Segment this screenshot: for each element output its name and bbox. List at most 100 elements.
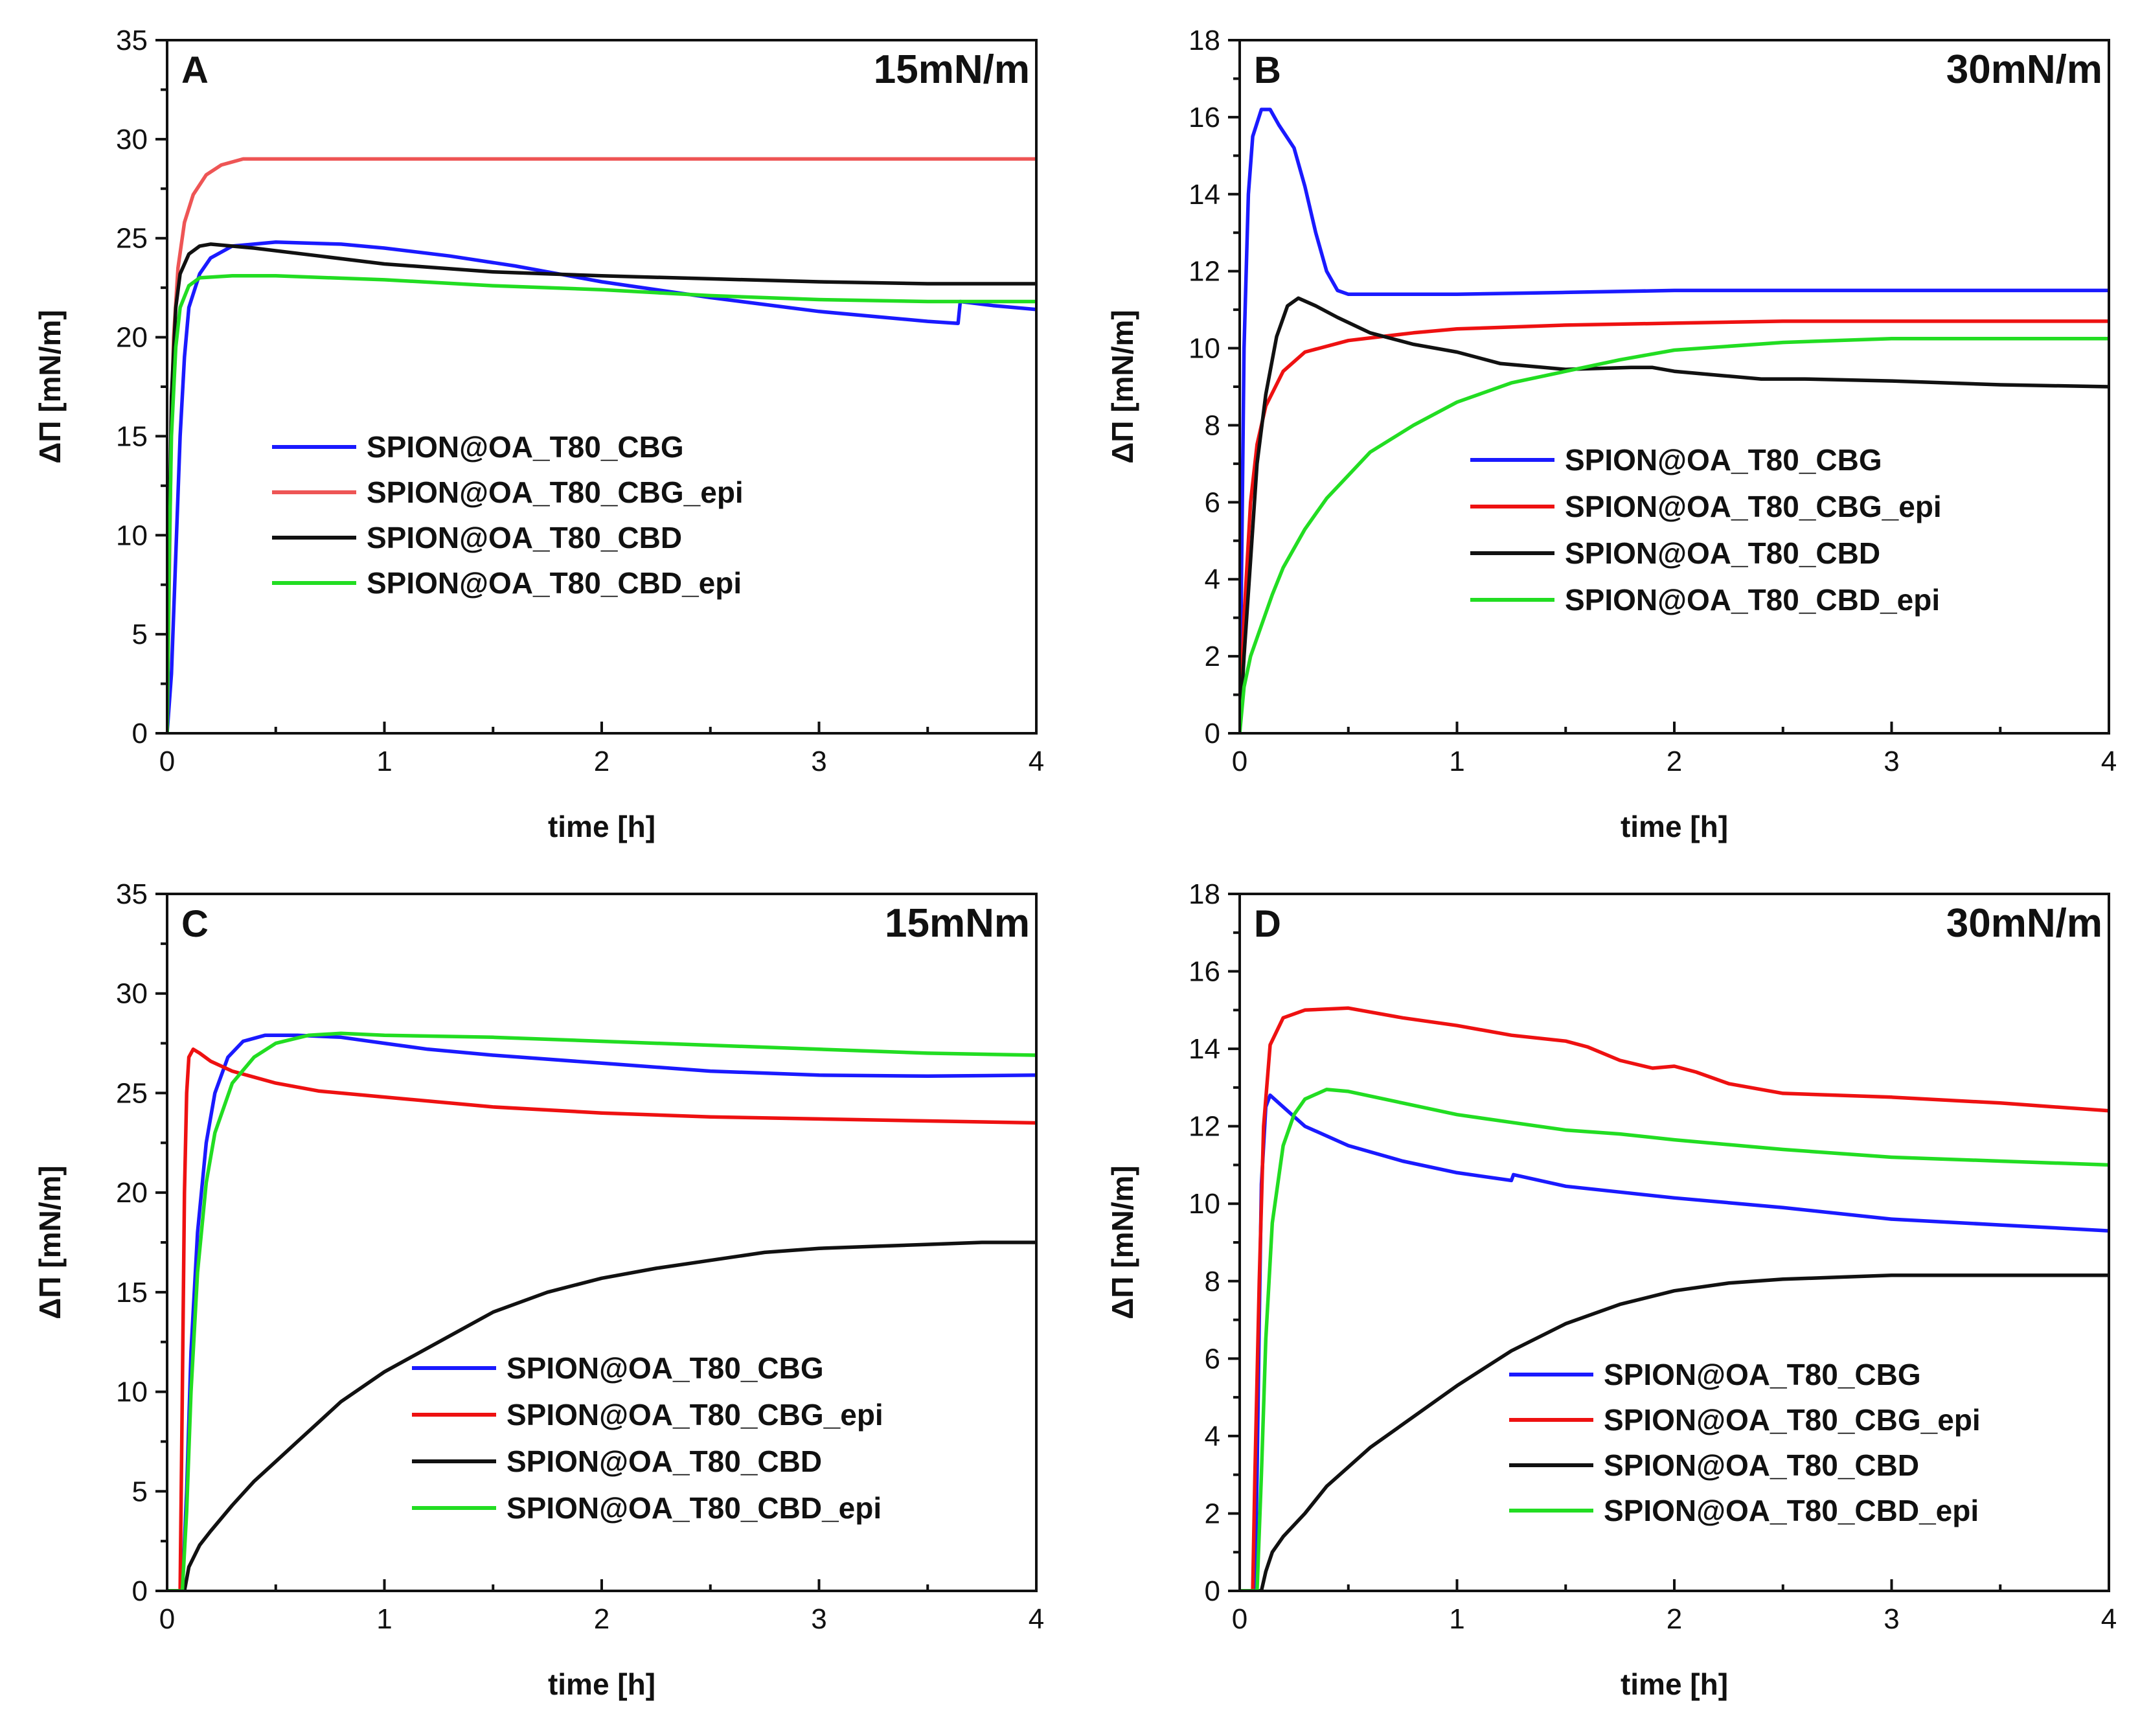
x-tick-label: 3 <box>1884 1603 1899 1635</box>
y-tick-label: 10 <box>1189 1188 1220 1220</box>
legend-label: SPION@OA_T80_CBD_epi <box>1604 1494 1979 1527</box>
y-tick-label: 14 <box>1189 179 1220 211</box>
series-line-spion-oa-t80-cbd-epi <box>167 1031 1036 1591</box>
series-line-spion-oa-t80-cbg-epi <box>1240 319 2109 733</box>
y-tick-label: 35 <box>116 25 148 56</box>
legend-label: SPION@OA_T80_CBG_epi <box>507 1398 883 1432</box>
x-tick-label: 0 <box>1232 746 1247 777</box>
panel-letter: B <box>1254 49 1281 91</box>
series-line-spion-oa-t80-cbd <box>1240 1273 2109 1591</box>
y-tick-label: 15 <box>116 420 148 452</box>
x-tick-label: 1 <box>1449 746 1464 777</box>
y-tick-label: 8 <box>1205 1266 1220 1297</box>
x-tick-label: 0 <box>1232 1603 1247 1635</box>
y-tick-label: 0 <box>132 718 148 749</box>
legend-label: SPION@OA_T80_CBG_epi <box>1604 1403 1981 1437</box>
legend-label: SPION@OA_T80_CBD <box>507 1445 822 1478</box>
pressure-label: 15mNm <box>885 901 1030 946</box>
x-axis-title: time [h] <box>1621 1667 1728 1701</box>
y-tick-label: 8 <box>1205 409 1220 441</box>
y-tick-label: 30 <box>116 124 148 155</box>
x-tick-label: 1 <box>376 1603 392 1635</box>
legend: SPION@OA_T80_CBG SPION@OA_T80_CBG_epi SPIO… <box>412 1351 883 1525</box>
y-tick-label: 14 <box>1189 1033 1220 1065</box>
series-line-spion-oa-t80-cbd-epi <box>1240 1088 2109 1591</box>
plot-frame <box>1238 893 2110 1592</box>
x-tick-label: 0 <box>159 1603 175 1635</box>
legend-label: SPION@OA_T80_CBD <box>1604 1448 1919 1482</box>
legend-label: SPION@OA_T80_CBG_epi <box>1565 490 1942 523</box>
series-line-spion-oa-t80-cbg <box>167 240 1036 733</box>
y-tick-label: 5 <box>132 1476 148 1507</box>
y-tick-label: 2 <box>1205 1498 1220 1529</box>
y-tick-label: 16 <box>1189 956 1220 988</box>
x-tick-label: 4 <box>1029 1603 1044 1635</box>
x-tick-label: 4 <box>2101 1603 2117 1635</box>
y-tick-label: 0 <box>1205 1575 1220 1607</box>
x-tick-label: 3 <box>811 1603 826 1635</box>
legend-label: SPION@OA_T80_CBD_epi <box>1565 583 1940 617</box>
y-tick-label: 10 <box>116 1376 148 1408</box>
pressure-label: 15mN/m <box>874 47 1030 92</box>
x-tick-label: 2 <box>1667 1603 1682 1635</box>
x-tick-label: 1 <box>1449 1603 1464 1635</box>
legend-label: SPION@OA_T80_CBG <box>1604 1358 1921 1391</box>
legend-label: SPION@OA_T80_CBD_epi <box>367 566 742 600</box>
series-group <box>167 1031 1036 1591</box>
x-tick-label: 2 <box>1667 746 1682 777</box>
y-tick-label: 2 <box>1205 641 1220 672</box>
y-tick-label: 25 <box>116 1077 148 1109</box>
panel-letter: C <box>181 903 209 945</box>
y-tick-label: 4 <box>1205 1421 1220 1452</box>
pressure-label: 30mN/m <box>1946 901 2102 946</box>
x-tick-label: 4 <box>2101 746 2117 777</box>
y-tick-label: 0 <box>1205 718 1220 749</box>
series-line-spion-oa-t80-cbd <box>1240 296 2109 733</box>
panel-letter: D <box>1254 903 1281 945</box>
y-tick-label: 35 <box>116 878 148 910</box>
y-tick-label: 10 <box>116 520 148 551</box>
legend-label: SPION@OA_T80_CBG <box>1565 443 1882 477</box>
panel-letter: A <box>181 49 209 91</box>
pressure-label: 30mN/m <box>1946 47 2102 92</box>
series-line-spion-oa-t80-cbd-epi <box>167 274 1036 733</box>
y-tick-label: 20 <box>116 1177 148 1209</box>
y-axis-title: ΔΠ [mN/m] <box>1106 310 1139 464</box>
x-axis-title: time [h] <box>1621 810 1728 843</box>
panel-a: 0 1 2 3 4 0 5 10 15 20 25 30 35 time [h] ΔΠ [mN/m] A 15m… <box>33 25 1044 843</box>
y-tick-label: 18 <box>1189 25 1220 56</box>
y-tick-label: 16 <box>1189 102 1220 133</box>
series-line-spion-oa-t80-cbg-epi <box>1240 1006 2109 1591</box>
legend-label: SPION@OA_T80_CBG_epi <box>367 475 744 509</box>
legend: SPION@OA_T80_CBG SPION@OA_T80_CBG_epi SPIO… <box>272 430 744 600</box>
y-tick-label: 6 <box>1205 486 1220 518</box>
panel-c: 0 1 2 3 4 0 5 10 15 20 25 30 35 time [h] ΔΠ [mN/m] C 15m… <box>33 878 1044 1701</box>
legend-label: SPION@OA_T80_CBD_epi <box>507 1491 882 1525</box>
y-tick-label: 5 <box>132 619 148 650</box>
x-axis-title: time [h] <box>548 810 655 843</box>
y-tick-label: 12 <box>1189 256 1220 288</box>
legend-label: SPION@OA_T80_CBG <box>367 430 684 464</box>
y-tick-label: 30 <box>116 978 148 1010</box>
x-tick-label: 0 <box>159 746 175 777</box>
y-tick-label: 20 <box>116 322 148 354</box>
x-tick-label: 2 <box>594 1603 609 1635</box>
y-axis-title: ΔΠ [mN/m] <box>33 1165 67 1319</box>
y-tick-label: 0 <box>132 1575 148 1607</box>
series-group <box>1240 1006 2109 1591</box>
y-tick-label: 10 <box>1189 333 1220 365</box>
series-line-spion-oa-t80-cbd-epi <box>1240 336 2109 733</box>
y-tick-label: 18 <box>1189 878 1220 910</box>
series-line-spion-oa-t80-cbd <box>167 242 1036 733</box>
y-tick-label: 25 <box>116 223 148 255</box>
y-axis-title: ΔΠ [mN/m] <box>33 310 67 464</box>
series-line-spion-oa-t80-cbg <box>167 1033 1036 1591</box>
plot-frame <box>1238 39 2110 735</box>
plot-frame <box>166 39 1038 735</box>
x-tick-label: 1 <box>376 746 392 777</box>
series-line-spion-oa-t80-cbg-epi <box>167 1047 1036 1591</box>
legend-label: SPION@OA_T80_CBD <box>367 521 682 554</box>
plot-frame <box>166 893 1038 1592</box>
